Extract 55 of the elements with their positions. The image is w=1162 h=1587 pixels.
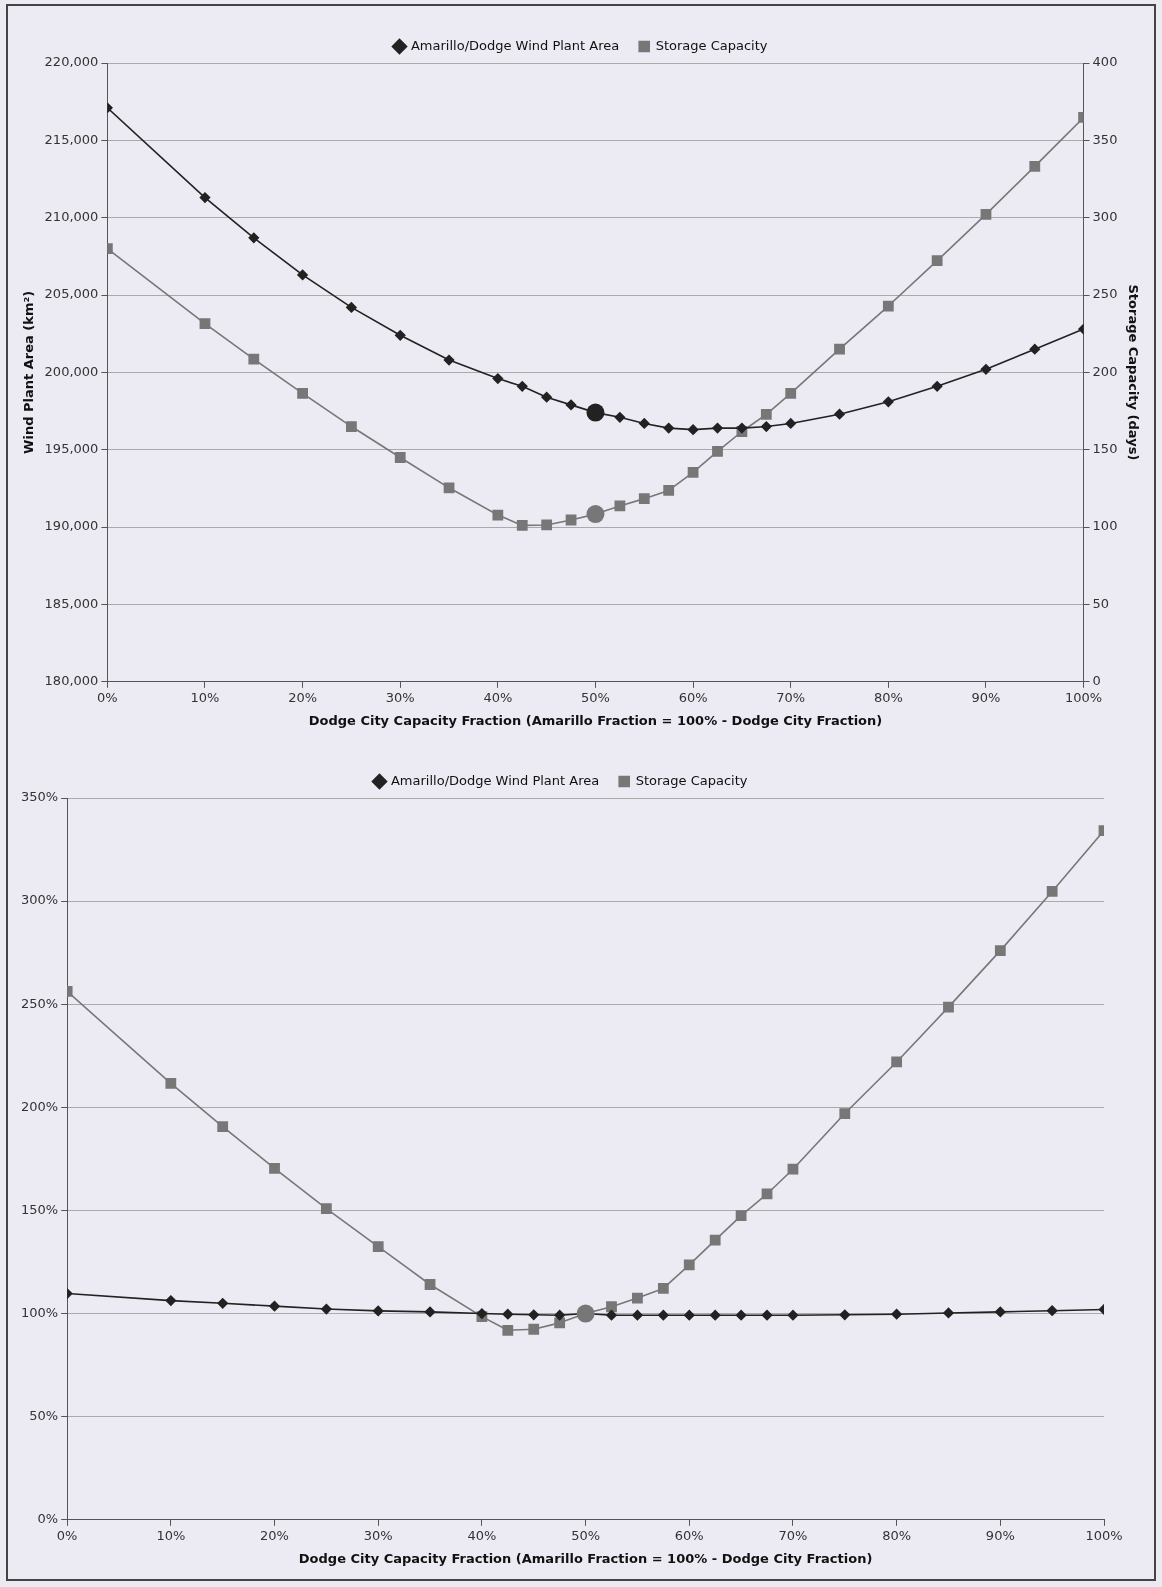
- legend-label: Amarillo/Dodge Wind Plant Area: [390, 772, 600, 788]
- x-tick-label: 50%: [571, 1527, 601, 1543]
- x-tick-label: 90%: [985, 1527, 1015, 1543]
- y-tick-label: 215,000: [44, 131, 99, 147]
- y-tick-label: 350%: [20, 789, 59, 805]
- legend-label: Amarillo/Dodge Wind Plant Area: [410, 37, 620, 53]
- legend-label: Storage Capacity: [655, 37, 768, 53]
- y-tick-label: 195,000: [44, 441, 99, 457]
- x-tick-label: 70%: [776, 689, 806, 705]
- x-axis-title: Dodge City Capacity Fraction (Amarillo Fraction = 100% - Dodge City Fraction): [308, 712, 883, 728]
- y-tick-label: 300%: [20, 892, 59, 908]
- x-tick-label: 100%: [1085, 1527, 1123, 1543]
- legend-label: Storage Capacity: [635, 772, 748, 788]
- y2-tick-label: 400: [1092, 54, 1118, 70]
- y-tick-label: 205,000: [44, 286, 99, 302]
- y-axis-title: Wind Plant Area (km²): [21, 290, 37, 454]
- x-tick-label: 100%: [1065, 689, 1103, 705]
- y-tick-label: 200,000: [44, 363, 99, 379]
- y2-tick-label: 0: [1092, 673, 1101, 689]
- y2-tick-label: 50: [1092, 595, 1110, 611]
- x-tick-label: 40%: [467, 1527, 497, 1543]
- y-tick-label: 200%: [20, 1098, 59, 1114]
- y2-tick-label: 200: [1092, 363, 1118, 379]
- y2-tick-label: 350: [1092, 131, 1118, 147]
- x-axis-title: Dodge City Capacity Fraction (Amarillo Fraction = 100% - Dodge City Fraction): [298, 1550, 873, 1566]
- x-tick-label: 0%: [97, 689, 118, 705]
- x-tick-label: 10%: [156, 1527, 186, 1543]
- y-tick-label: 150%: [20, 1201, 59, 1217]
- x-tick-label: 10%: [190, 689, 220, 705]
- x-tick-label: 80%: [882, 1527, 912, 1543]
- x-tick-label: 20%: [260, 1527, 289, 1543]
- y2-axis-title: Storage Capacity (days): [1125, 284, 1141, 461]
- y2-tick-label: 250: [1092, 286, 1118, 302]
- y2-tick-label: 300: [1092, 209, 1118, 225]
- x-tick-label: 70%: [778, 1527, 808, 1543]
- x-tick-label: 30%: [385, 689, 415, 705]
- x-tick-label: 90%: [971, 689, 1001, 705]
- x-tick-label: 20%: [288, 689, 318, 705]
- y-tick-label: 100%: [20, 1304, 59, 1320]
- y2-tick-label: 150: [1092, 441, 1118, 457]
- x-tick-label: 40%: [483, 689, 513, 705]
- y-tick-label: 50%: [29, 1408, 59, 1424]
- y-tick-label: 220,000: [44, 54, 99, 70]
- x-tick-label: 60%: [674, 1527, 704, 1543]
- x-tick-label: 80%: [873, 689, 903, 705]
- x-tick-label: 50%: [581, 689, 610, 705]
- y-tick-label: 250%: [20, 995, 59, 1011]
- y-tick-label: 190,000: [44, 518, 99, 534]
- y-tick-label: 0%: [37, 1511, 59, 1527]
- y-tick-label: 185,000: [44, 595, 99, 611]
- y-tick-label: 180,000: [44, 673, 99, 689]
- x-tick-label: 30%: [363, 1527, 393, 1543]
- y2-tick-label: 100: [1092, 518, 1118, 534]
- x-tick-label: 60%: [678, 689, 708, 705]
- y-tick-label: 210,000: [44, 209, 99, 225]
